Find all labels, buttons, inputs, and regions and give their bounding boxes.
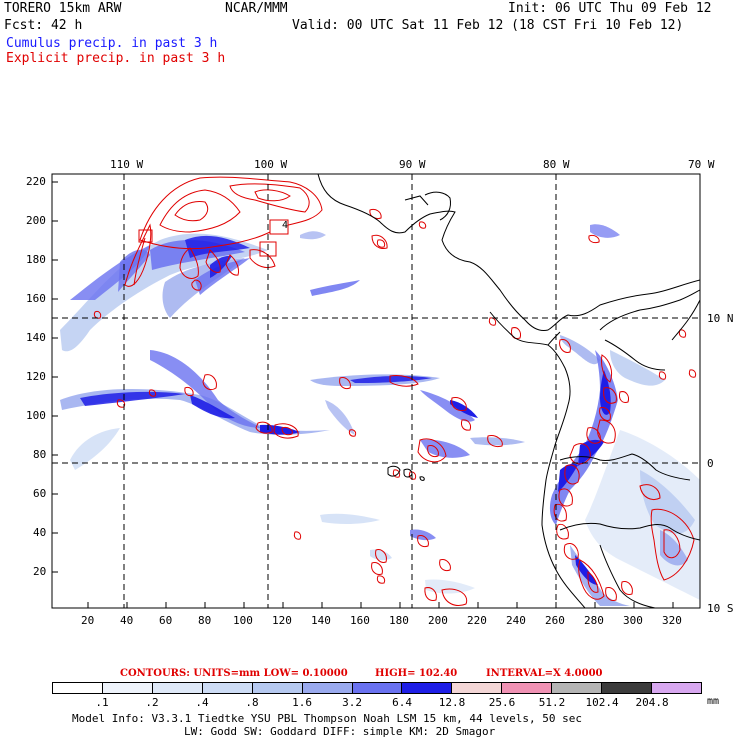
y-tick-label: 80 — [33, 448, 47, 461]
forecast-hour: Fcst: 42 h — [4, 18, 83, 33]
y-tick-label: 20 — [33, 565, 47, 578]
y-tick-label: 180 — [26, 253, 46, 266]
organization: NCAR/MMM — [225, 1, 288, 16]
lat-label-10s: 10 S — [707, 602, 734, 615]
legend-explicit: Explicit precip. in past 3 h — [6, 51, 226, 66]
color-swatch — [451, 683, 502, 693]
color-scale-label: 102.4 — [585, 696, 619, 709]
color-scale-label: 51.2 — [538, 696, 566, 709]
x-tick-label: 80 — [198, 614, 212, 627]
color-scale-label: .2 — [145, 696, 159, 709]
color-swatch — [151, 683, 202, 693]
color-scale-label: 3.2 — [342, 696, 362, 709]
color-swatch — [501, 683, 552, 693]
model-name: TORERO 15km ARW — [4, 1, 122, 16]
y-tick-label: 40 — [33, 526, 47, 539]
lon-label-70w: 70 W — [688, 158, 715, 171]
box-label: 4 — [282, 220, 289, 231]
valid-time: Valid: 00 UTC Sat 11 Feb 12 (18 CST Fri … — [292, 18, 684, 33]
model-info: Model Info: V3.3.1 Tiedtke YSU PBL Thomp… — [72, 712, 582, 725]
map-frame — [51, 173, 701, 609]
marker-boxes — [138, 219, 289, 257]
color-scale-labels: .1 .2 .4 .8 1.6 3.2 6.4 12.8 25.6 51.2 102.4 204.8 — [52, 696, 702, 709]
color-swatch — [301, 683, 352, 693]
x-tick-label: 20 — [81, 614, 95, 627]
model-physics: LW: Godd SW: Goddard DIFF: simple KM: 2D… — [184, 725, 496, 738]
color-scale-label: .8 — [245, 696, 259, 709]
x-tick-label: 180 — [389, 614, 409, 627]
color-scale-label: 1.6 — [292, 696, 312, 709]
y-tick-label: 200 — [26, 214, 46, 227]
y-tick-label: 120 — [26, 370, 46, 383]
axis-ticks — [52, 181, 674, 608]
x-tick-label: 220 — [467, 614, 487, 627]
x-tick-label: 260 — [545, 614, 565, 627]
x-tick-label: 40 — [120, 614, 134, 627]
color-scale-label: 204.8 — [635, 696, 669, 709]
legend-cumulus: Cumulus precip. in past 3 h — [6, 36, 218, 51]
x-tick-label: 280 — [584, 614, 604, 627]
y-tick-label: 60 — [33, 487, 47, 500]
color-scale-label: .4 — [195, 696, 209, 709]
x-tick-label: 240 — [506, 614, 526, 627]
lon-label-100w: 100 W — [254, 158, 288, 171]
contours-interval: INTERVAL=X 4.0000 — [486, 668, 603, 679]
x-tick-label: 120 — [272, 614, 292, 627]
x-tick-label: 300 — [623, 614, 643, 627]
color-swatch — [101, 683, 152, 693]
color-swatch — [651, 683, 701, 693]
color-scale-bar — [52, 682, 702, 694]
x-tick-label: 320 — [662, 614, 682, 627]
color-scale-unit: mm — [707, 696, 720, 707]
contours-label: CONTOURS: UNITS=mm LOW= 0.10000 — [120, 668, 348, 679]
color-swatch — [251, 683, 302, 693]
x-tick-label: 100 — [233, 614, 253, 627]
y-tick-label: 160 — [26, 292, 46, 305]
color-swatch — [351, 683, 402, 693]
color-swatch — [401, 683, 452, 693]
grid-lines — [52, 174, 700, 608]
lat-label-10n: 10 N — [707, 312, 734, 325]
lat-label-0: 0 — [707, 457, 714, 470]
color-swatch — [201, 683, 252, 693]
y-tick-label: 220 — [26, 175, 46, 188]
y-tick-label: 100 — [26, 409, 46, 422]
y-tick-label: 140 — [26, 331, 46, 344]
x-tick-label: 140 — [311, 614, 331, 627]
x-tick-label: 200 — [428, 614, 448, 627]
color-scale-label: .1 — [95, 696, 109, 709]
color-scale-label: 12.8 — [438, 696, 466, 709]
x-tick-label: 160 — [350, 614, 370, 627]
color-scale-label: 6.4 — [392, 696, 412, 709]
color-swatch — [601, 683, 652, 693]
lon-label-110w: 110 W — [110, 158, 144, 171]
color-swatch — [551, 683, 602, 693]
init-time: Init: 06 UTC Thu 09 Feb 12 — [508, 1, 712, 16]
color-swatch — [53, 683, 102, 693]
coastlines — [317, 174, 700, 608]
color-scale-label: 25.6 — [488, 696, 516, 709]
explicit-precip-contours — [93, 176, 697, 606]
cumulus-precip-field — [60, 224, 700, 606]
lon-label-90w: 90 W — [399, 158, 426, 171]
contours-high: HIGH= 102.40 — [375, 668, 458, 679]
x-tick-label: 60 — [159, 614, 173, 627]
lon-label-80w: 80 W — [543, 158, 570, 171]
